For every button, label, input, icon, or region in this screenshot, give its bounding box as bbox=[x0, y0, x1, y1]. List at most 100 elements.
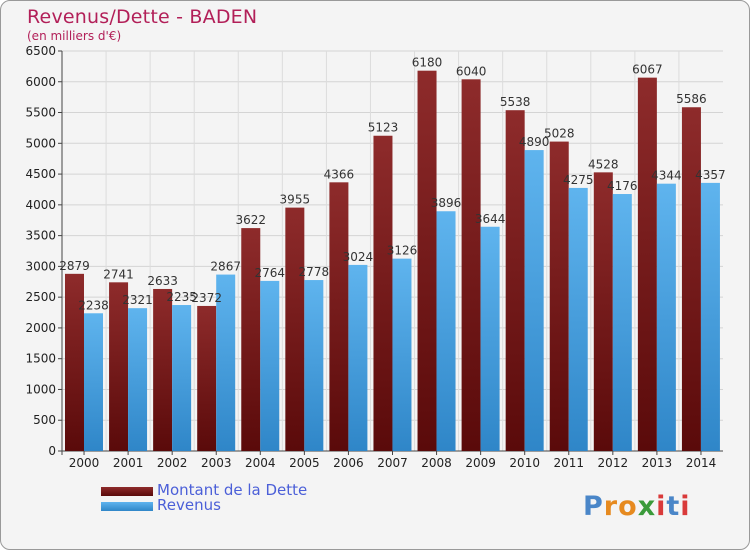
y-tick-label: 6500 bbox=[25, 44, 56, 58]
debt-bar-value-label: 2633 bbox=[147, 274, 178, 288]
logo-letter: i bbox=[656, 491, 667, 522]
revenue-bar-value-label: 4890 bbox=[519, 135, 550, 149]
y-tick-label: 3000 bbox=[25, 259, 56, 273]
revenue-bar bbox=[480, 226, 500, 451]
logo-letter: x bbox=[637, 491, 657, 522]
debt-bar bbox=[637, 77, 657, 452]
y-tick-label: 4500 bbox=[25, 167, 56, 181]
x-tick-label: 2014 bbox=[686, 456, 717, 470]
x-tick-label: 2007 bbox=[377, 456, 408, 470]
revenue-bar bbox=[568, 187, 588, 451]
debt-bar-value-label: 6067 bbox=[632, 63, 663, 77]
revenue-bar-value-label: 4357 bbox=[695, 168, 726, 182]
revenue-bar bbox=[348, 264, 368, 451]
debt-bar bbox=[241, 228, 261, 451]
debt-bar bbox=[505, 110, 525, 451]
debt-bar-value-label: 3955 bbox=[280, 193, 311, 207]
revenue-bar bbox=[172, 305, 192, 451]
debt-bar-value-label: 2741 bbox=[103, 267, 134, 281]
revenue-bar-value-label: 2235 bbox=[166, 290, 197, 304]
debt-bar bbox=[461, 79, 481, 452]
revenue-bar-value-label: 3024 bbox=[343, 250, 374, 264]
x-tick-label: 2010 bbox=[509, 456, 540, 470]
debt-bar-value-label: 6040 bbox=[456, 64, 487, 78]
debt-bar-value-label: 5123 bbox=[368, 121, 399, 135]
debt-bar-value-label: 3622 bbox=[235, 213, 266, 227]
x-tick-label: 2001 bbox=[113, 456, 144, 470]
debt-bar bbox=[285, 207, 305, 451]
legend-swatch-debt bbox=[101, 487, 153, 496]
debt-bar-value-label: 2372 bbox=[191, 291, 222, 305]
revenue-bar bbox=[392, 258, 412, 451]
y-tick-label: 6000 bbox=[25, 75, 56, 89]
x-tick-label: 2005 bbox=[289, 456, 320, 470]
y-tick-label: 5500 bbox=[25, 106, 56, 120]
debt-bar bbox=[549, 141, 569, 452]
debt-bar bbox=[65, 273, 84, 451]
bars bbox=[65, 70, 720, 452]
revenue-bar bbox=[84, 313, 103, 451]
revenue-bar bbox=[304, 280, 324, 451]
x-tick-label: 2013 bbox=[642, 456, 673, 470]
revenue-bar-value-label: 2764 bbox=[254, 266, 285, 280]
revenue-bar bbox=[260, 280, 280, 451]
revenue-bar-value-label: 2867 bbox=[210, 260, 241, 274]
x-tick-label: 2004 bbox=[245, 456, 276, 470]
revenue-bar-value-label: 2238 bbox=[78, 298, 109, 312]
debt-bar bbox=[197, 305, 217, 451]
debt-bar bbox=[109, 282, 129, 451]
logo-letter: P bbox=[583, 491, 604, 522]
revenue-bar-value-label: 3644 bbox=[475, 212, 506, 226]
revenue-bar-value-label: 4176 bbox=[607, 179, 638, 193]
x-tick-label: 2012 bbox=[598, 456, 629, 470]
x-tick-label: 2009 bbox=[465, 456, 496, 470]
x-tick-label: 2011 bbox=[553, 456, 584, 470]
logo-letter: i bbox=[680, 491, 691, 522]
y-tick-labels: 0 500 1000 1500 2000 2500 3000 3500 4000 4500 5000… bbox=[25, 44, 56, 458]
revenue-bar bbox=[656, 183, 676, 451]
revenue-bar-value-label: 3896 bbox=[431, 196, 462, 210]
revenue-bar-value-label: 3126 bbox=[387, 244, 418, 258]
y-tick-label: 5000 bbox=[25, 136, 56, 150]
revenue-bar-value-label: 4275 bbox=[563, 173, 594, 187]
logo-letter: r bbox=[603, 491, 619, 522]
proxiti-logo: Proxiti bbox=[583, 491, 691, 522]
x-tick-label: 2002 bbox=[157, 456, 188, 470]
y-tick-label: 3500 bbox=[25, 229, 56, 243]
debt-bar-value-label: 2879 bbox=[59, 259, 90, 273]
legend-label-revenue: Revenus bbox=[157, 496, 221, 514]
debt-bar bbox=[417, 70, 437, 451]
x-tick-labels: 2000 2001 2002 2003 2004 2005 2006 2007 2008 2009… bbox=[69, 456, 716, 470]
debt-bar-value-label: 4528 bbox=[588, 157, 619, 171]
y-tick-label: 2000 bbox=[25, 321, 56, 335]
legend-swatch-revenue bbox=[101, 502, 153, 511]
revenue-bar-value-label: 4344 bbox=[651, 169, 682, 183]
y-tick-label: 0 bbox=[48, 444, 56, 458]
y-tick-label: 4000 bbox=[25, 198, 56, 212]
y-tick-label: 1500 bbox=[25, 352, 56, 366]
debt-bar bbox=[373, 135, 393, 451]
debt-bar bbox=[329, 182, 349, 452]
x-tick-label: 2006 bbox=[333, 456, 364, 470]
logo-letter: t bbox=[666, 491, 681, 522]
debt-bar bbox=[153, 288, 173, 451]
chart-title: Revenus/Dette - BADEN bbox=[27, 6, 258, 28]
revenue-bar bbox=[700, 182, 720, 451]
x-tick-label: 2000 bbox=[69, 456, 100, 470]
y-tick-label: 1000 bbox=[25, 382, 56, 396]
debt-bar-value-label: 5538 bbox=[500, 95, 531, 109]
debt-bar-value-label: 5028 bbox=[544, 127, 575, 141]
debt-bar bbox=[593, 172, 613, 451]
revenue-bar-value-label: 2321 bbox=[122, 293, 153, 307]
revenue-bar bbox=[216, 274, 236, 451]
logo-letter: o bbox=[618, 491, 638, 522]
y-tick-label: 2500 bbox=[25, 290, 56, 304]
chart-subtitle: (en milliers d'€) bbox=[27, 29, 122, 43]
revenue-bar bbox=[436, 211, 456, 451]
debt-bar-value-label: 5586 bbox=[676, 92, 707, 106]
revenue-bar bbox=[524, 150, 544, 452]
debt-bar-value-label: 6180 bbox=[412, 56, 443, 70]
revenue-bar bbox=[128, 308, 148, 451]
